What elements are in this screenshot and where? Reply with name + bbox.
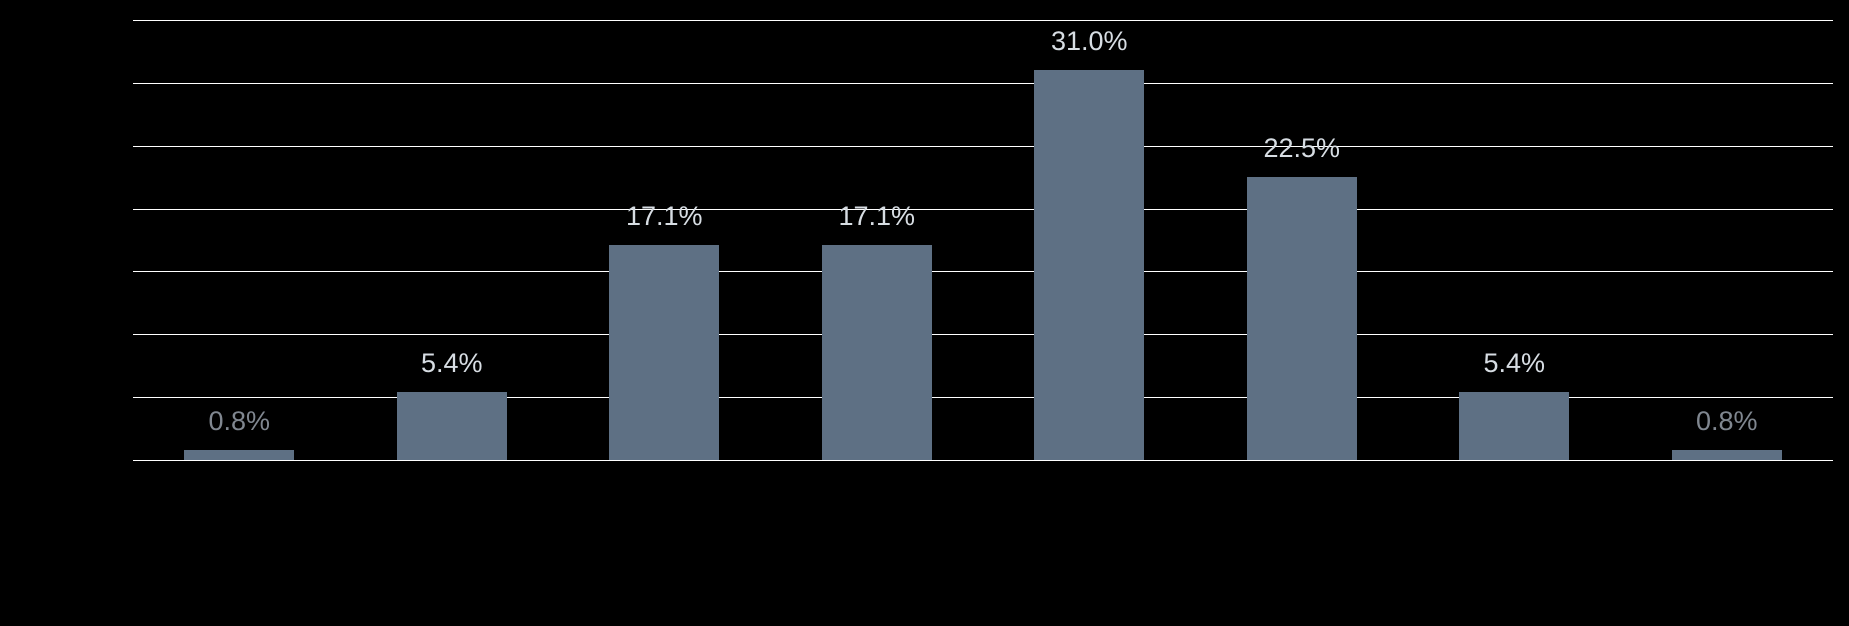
bar-value-label: 0.8% (1627, 406, 1827, 437)
gridline (133, 460, 1833, 461)
bar (397, 392, 507, 460)
bar (1247, 177, 1357, 460)
plot-area: 0.8% 5.4% 17.1% 17.1% 31.0% 22.5% 5.4% 0.8% (133, 20, 1833, 460)
bar (1034, 70, 1144, 460)
bar-value-label: 17.1% (777, 201, 977, 232)
gridline (133, 271, 1833, 272)
bar-value-label: 0.8% (139, 406, 339, 437)
gridline (133, 20, 1833, 21)
bar-value-label: 5.4% (1414, 348, 1614, 379)
bar (609, 245, 719, 460)
gridline (133, 83, 1833, 84)
bar (822, 245, 932, 460)
bar-value-label: 22.5% (1202, 133, 1402, 164)
bar (1672, 450, 1782, 460)
gridline (133, 209, 1833, 210)
bar-chart: 0.8% 5.4% 17.1% 17.1% 31.0% 22.5% 5.4% 0.8% (133, 20, 1833, 460)
bar-value-label: 31.0% (989, 26, 1189, 57)
bar-value-label: 17.1% (564, 201, 764, 232)
gridline (133, 334, 1833, 335)
bar-value-label: 5.4% (352, 348, 552, 379)
bar (1459, 392, 1569, 460)
bar (184, 450, 294, 460)
gridline (133, 146, 1833, 147)
gridline (133, 397, 1833, 398)
